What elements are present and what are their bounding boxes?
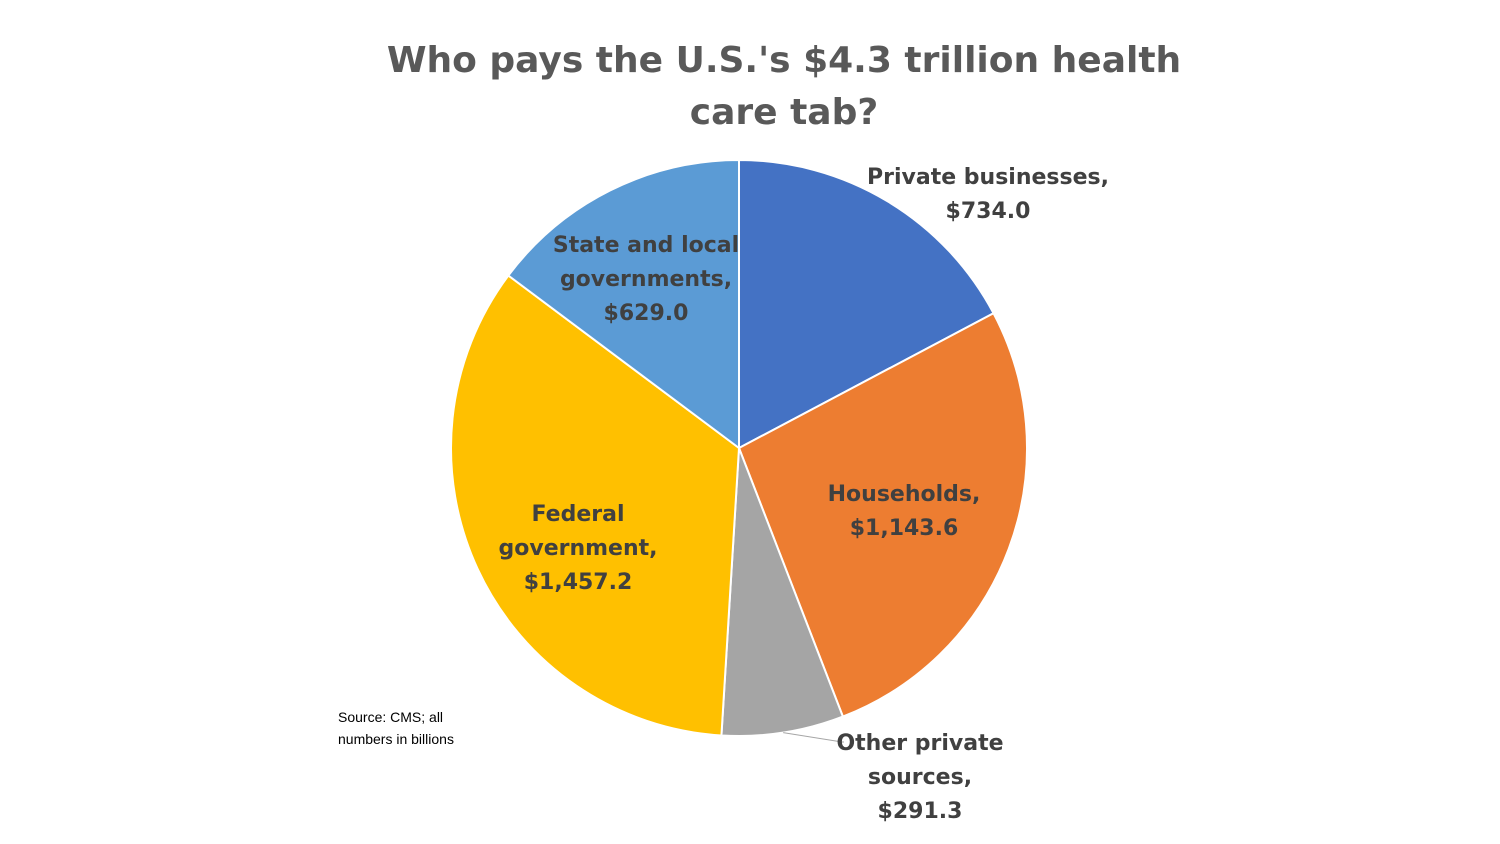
slice-labels: Private businesses, $734.0 Households, $1,1… [498,165,1109,824]
leader-line-other-private-sources [783,732,844,743]
slice-label-households: Households, $1,143.6 [828,482,981,541]
slice-label-line: governments, [560,267,732,292]
source-note-line: numbers in billions [338,731,454,747]
pie-slice-private-businesses [738,158,995,450]
slice-label-line: Federal [532,502,625,527]
source-note: Source: CMS; all numbers in billions [338,709,454,747]
slice-label-other-private-sources: Other private sources, $291.3 [836,731,1003,824]
slice-label-line: sources, [868,765,972,790]
slice-label-state-and-local-governments: State and local governments, $629.0 [553,233,739,326]
chart-title: Who pays the U.S.'s $4.3 trillion health… [387,40,1181,133]
slice-label-line: $291.3 [878,799,963,824]
slice-label-line: $629.0 [604,301,689,326]
slice-label-line: $1,143.6 [850,516,959,541]
slice-label-line: $1,457.2 [524,570,633,595]
pie-slice-households [737,311,1028,718]
source-note-line: Source: CMS; all [338,709,443,725]
leader-lines [783,732,844,743]
slice-label-line: Other private [836,731,1003,756]
chart-title-line: Who pays the U.S.'s $4.3 trillion health [387,40,1181,81]
chart-title-line: care tab? [690,92,879,133]
slice-label-line: $734.0 [946,199,1031,224]
slice-label-line: State and local [553,233,739,258]
slice-label-line: Private businesses, [867,165,1109,190]
slice-label-federal-government: Federal government, $1,457.2 [498,502,657,595]
pie-slices [450,158,1028,737]
slice-label-line: government, [498,536,657,561]
pie-slice-other-private-sources [720,447,845,737]
slice-label-private-businesses: Private businesses, $734.0 [867,165,1109,224]
pie-slice-state-and-local-governments [506,158,740,450]
slice-label-line: Households, [828,482,981,507]
pie-slice-federal-government [450,274,741,737]
